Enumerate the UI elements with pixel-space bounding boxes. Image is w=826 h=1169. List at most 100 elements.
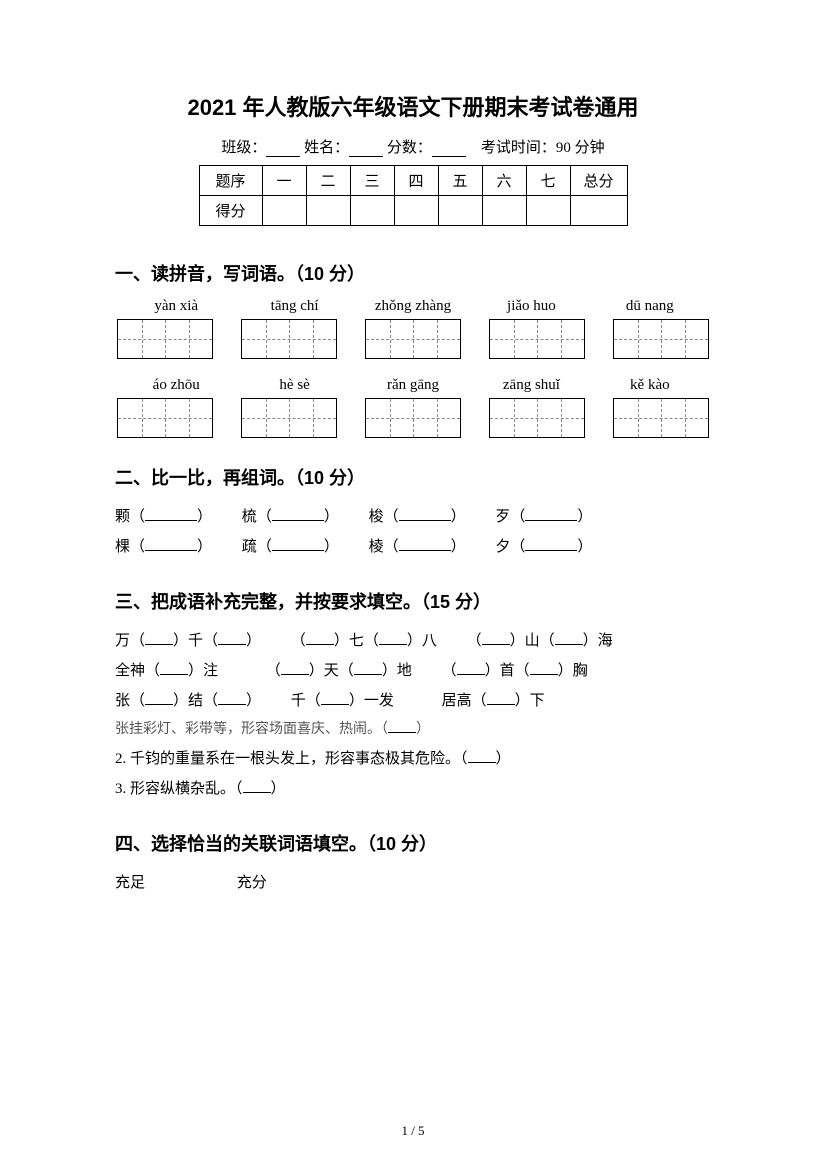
cell[interactable] — [262, 196, 306, 226]
char: 夕 — [495, 539, 510, 555]
cell[interactable] — [526, 196, 570, 226]
blank[interactable] — [482, 629, 510, 645]
txt: ） — [271, 781, 286, 797]
txt: ）千（ — [173, 633, 218, 649]
pinyin: tāng chí — [235, 298, 353, 315]
blank[interactable] — [530, 659, 558, 675]
txt: ）胸 — [558, 663, 588, 679]
txt: （ — [266, 663, 281, 679]
hint-line: 3. 形容纵横杂乱。（ ） — [115, 774, 711, 804]
blank[interactable] — [379, 629, 407, 645]
char-box[interactable] — [613, 319, 709, 359]
cell: 七 — [526, 166, 570, 196]
name-blank[interactable] — [349, 141, 383, 157]
blank[interactable] — [555, 629, 583, 645]
blank[interactable] — [145, 535, 197, 551]
cell[interactable] — [570, 196, 627, 226]
blank[interactable] — [388, 717, 416, 733]
cell: 五 — [438, 166, 482, 196]
blank[interactable] — [243, 777, 271, 793]
txt: （ — [467, 633, 482, 649]
char: 棵 — [115, 539, 130, 555]
txt: 3. 形容纵横杂乱。（ — [115, 781, 243, 797]
blank[interactable] — [321, 689, 349, 705]
section-2-head: 二、比一比，再组词。（10 分） — [115, 464, 711, 490]
score-blank[interactable] — [432, 141, 466, 157]
char-box[interactable] — [117, 398, 213, 438]
blank[interactable] — [145, 689, 173, 705]
cell: 四 — [394, 166, 438, 196]
pinyin: yàn xià — [117, 298, 235, 315]
idiom-line: 张（）结（） 千（）一发 居高（）下 — [115, 686, 711, 716]
blank[interactable] — [354, 659, 382, 675]
blank[interactable] — [272, 505, 324, 521]
char: 梳 — [242, 509, 257, 525]
txt: ）天（ — [309, 663, 354, 679]
blank[interactable] — [218, 629, 246, 645]
char-box[interactable] — [613, 398, 709, 438]
char-box[interactable] — [489, 319, 585, 359]
char-box[interactable] — [241, 398, 337, 438]
class-blank[interactable] — [266, 141, 300, 157]
txt: ）首（ — [485, 663, 530, 679]
hint-line: 张挂彩灯、彩带等，形容场面喜庆、热闹。（ ） — [115, 716, 711, 744]
txt: ）一发 — [349, 693, 394, 709]
txt: 居高（ — [442, 693, 487, 709]
txt: ）结（ — [173, 693, 218, 709]
table-row: 题序 一 二 三 四 五 六 七 总分 — [199, 166, 627, 196]
blank[interactable] — [399, 535, 451, 551]
txt: 千（ — [291, 693, 321, 709]
cell[interactable] — [482, 196, 526, 226]
char-box[interactable] — [365, 319, 461, 359]
txt: 2. 千钧的重量系在一根头发上，形容事态极其危险。（ — [115, 751, 468, 767]
pinyin: dū nang — [591, 298, 709, 315]
blank[interactable] — [457, 659, 485, 675]
char: 颗 — [115, 509, 130, 525]
blank[interactable] — [525, 535, 577, 551]
cell[interactable] — [438, 196, 482, 226]
score-table: 题序 一 二 三 四 五 六 七 总分 得分 — [199, 165, 628, 226]
blank[interactable] — [281, 659, 309, 675]
char-box-row — [115, 319, 711, 359]
section-3-head: 三、把成语补充完整，并按要求填空。（15 分） — [115, 588, 711, 614]
pinyin-row: yàn xià tāng chí zhǒng zhàng jiǎo huo dū… — [115, 298, 711, 315]
char-box[interactable] — [489, 398, 585, 438]
txt: 张挂彩灯、彩带等，形容场面喜庆、热闹。（ — [115, 722, 388, 737]
compare-line: 棵（） 疏（） 棱（） 夕（） — [115, 532, 711, 562]
blank[interactable] — [468, 747, 496, 763]
pinyin: rǎn gāng — [354, 377, 472, 394]
name-label: 姓名： — [304, 140, 349, 156]
cell[interactable] — [394, 196, 438, 226]
cell[interactable] — [306, 196, 350, 226]
time-label: 考试时间：90 分钟 — [481, 140, 605, 156]
txt: ）八 — [407, 633, 437, 649]
blank[interactable] — [145, 629, 173, 645]
word: 充足 — [115, 875, 145, 891]
cell[interactable] — [350, 196, 394, 226]
compare-line: 颗（） 梳（） 梭（） 歹（） — [115, 502, 711, 532]
blank[interactable] — [306, 629, 334, 645]
page-footer: 1 / 5 — [0, 1123, 826, 1139]
cell: 一 — [262, 166, 306, 196]
blank[interactable] — [218, 689, 246, 705]
char-box[interactable] — [117, 319, 213, 359]
blank[interactable] — [272, 535, 324, 551]
pinyin: zhǒng zhàng — [354, 298, 472, 315]
word-choice-line: 充足 充分 — [115, 868, 711, 898]
char-box[interactable] — [241, 319, 337, 359]
txt: ）地 — [382, 663, 412, 679]
blank[interactable] — [160, 659, 188, 675]
char-box[interactable] — [365, 398, 461, 438]
char: 歹 — [495, 509, 510, 525]
char: 疏 — [242, 539, 257, 555]
idiom-line: 全神（）注 （）天（）地 （）首（）胸 — [115, 656, 711, 686]
txt: ）山（ — [510, 633, 555, 649]
blank[interactable] — [487, 689, 515, 705]
txt: ） — [416, 722, 430, 737]
blank[interactable] — [399, 505, 451, 521]
exam-page: 2021 年人教版六年级语文下册期末考试卷通用 班级： 姓名： 分数： 考试时间… — [0, 0, 826, 1169]
blank[interactable] — [145, 505, 197, 521]
section-4-head: 四、选择恰当的关联词语填空。（10 分） — [115, 830, 711, 856]
txt: （ — [291, 633, 306, 649]
blank[interactable] — [525, 505, 577, 521]
